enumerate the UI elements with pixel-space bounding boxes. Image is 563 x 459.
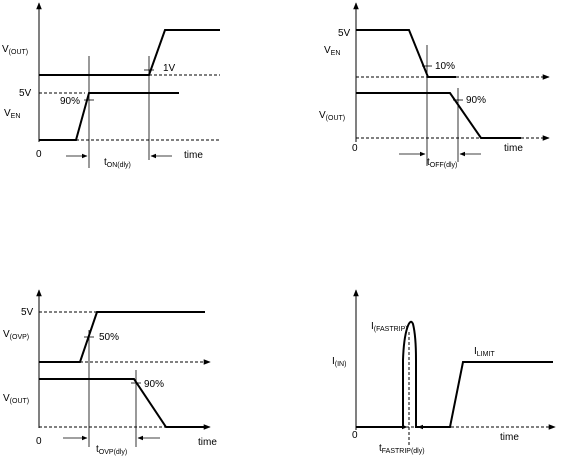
vout-trace (39, 29, 220, 76)
50pct-label: 50% (99, 332, 119, 343)
panel-turn-off-delay: 5V VEN 10% 90% V(OUT) 0 time tOFF(dly) (319, 2, 550, 169)
ven-trace (39, 92, 179, 141)
tovp-delay-label: tOVP(dly) (96, 444, 127, 456)
vout-trace (356, 92, 521, 139)
ton-delay-label: tON(dly) (104, 157, 131, 169)
origin-label: 0 (36, 149, 42, 160)
fastrip-delay-label: tFASTRIP(dly) (379, 443, 425, 455)
10pct-label: 10% (435, 61, 455, 72)
vovp-label: V(OVP) (3, 329, 29, 341)
toff-delay-label: tOFF(dly) (427, 157, 457, 169)
iin-label: I(IN) (332, 356, 346, 368)
ifastrip-label: I(FASTRIP) (371, 321, 408, 333)
5v-label: 5V (19, 88, 32, 99)
90pct-label: 90% (466, 95, 486, 106)
90pct-label: 90% (60, 96, 80, 107)
time-label: time (504, 143, 523, 154)
ven-label: VEN (324, 45, 340, 57)
vout-label: V(OUT) (2, 44, 28, 56)
time-label: time (184, 150, 203, 161)
vout-label: V(OUT) (319, 110, 345, 122)
vout-trace (39, 378, 205, 428)
vovp-trace (39, 311, 205, 363)
panel-fastrip-delay: I(FASTRIP) ILIMIT I(IN) 0 time tFASTRIP(… (332, 289, 556, 455)
ilimit-label: ILIMIT (474, 346, 495, 358)
time-label: time (198, 437, 217, 448)
ven-label: VEN (4, 108, 20, 120)
vout-label: V(OUT) (3, 393, 29, 405)
5v-label: 5V (21, 307, 34, 318)
90pct-label: 90% (144, 379, 164, 390)
origin-label: 0 (36, 436, 42, 447)
origin-label: 0 (352, 430, 358, 441)
iin-trace (356, 321, 553, 428)
time-label: time (500, 432, 519, 443)
1v-label: 1V (163, 63, 176, 74)
panel-ovp-delay: 5V V(OVP) 50% 90% V(OUT) 0 time tOVP(dly… (3, 289, 217, 456)
panel-turn-on-delay: V(OUT) 5V VEN 90% 1V 0 time tON(dly) (2, 2, 220, 169)
5v-label: 5V (338, 28, 351, 39)
origin-label: 0 (352, 143, 358, 154)
